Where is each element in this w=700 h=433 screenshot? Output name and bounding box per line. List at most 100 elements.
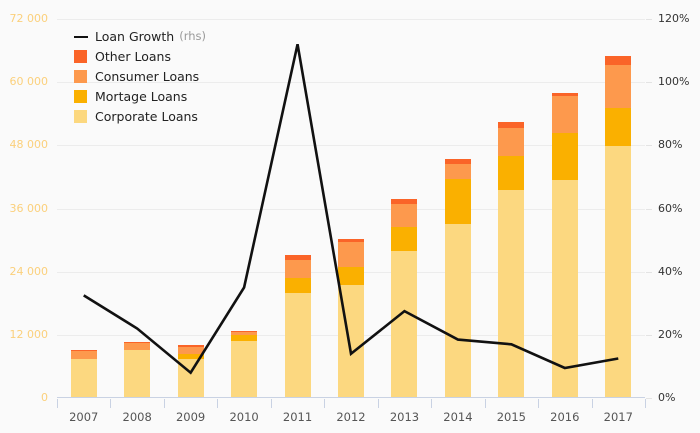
bar-segment-consumer[interactable] [391,204,418,227]
bar-segment-other[interactable] [231,331,258,333]
bar-segment-mortage[interactable] [551,133,578,180]
right-axis-tick-label: 60% [658,201,683,215]
bar-segment-corporate[interactable] [284,293,311,397]
left-axis-tick-label: 36 000 [9,201,49,215]
bar-segment-corporate[interactable] [70,358,97,397]
bar-segment-consumer[interactable] [444,163,471,180]
bar-segment-other[interactable] [70,349,97,352]
left-axis-tick-label: 24 000 [9,264,49,278]
left-axis-tick-label: 0 [41,391,48,404]
legend-item-other-loans[interactable]: Other Loans [74,46,206,66]
bar-segment-mortage[interactable] [444,179,471,224]
x-axis-label-2007: 2007 [69,410,99,424]
legend-item-corporate-loans[interactable]: Corporate Loans [74,106,206,126]
bar-segment-other[interactable] [444,159,471,164]
bar-segment-corporate[interactable] [498,189,525,397]
bar-segment-consumer[interactable] [177,347,204,354]
bar-segment-corporate[interactable] [605,146,632,397]
bar-segment-consumer[interactable] [70,351,97,359]
right-axis-tick-mark [646,208,652,210]
x-axis-tick [645,399,646,408]
bar-segment-other[interactable] [391,199,418,205]
x-axis-tick [163,399,165,408]
bar-segment-mortage[interactable] [498,156,525,190]
x-axis-tick [591,399,593,408]
x-axis-tick [270,399,272,408]
legend-item-label: Loan Growth [95,28,175,44]
left-axis-tick-label: 60 000 [9,75,49,89]
legend-item-mortage-loans[interactable]: Mortage Loans [74,86,206,106]
bar-segment-consumer[interactable] [124,343,151,351]
bar-2010[interactable] [231,331,258,397]
legend-item-label: Other Loans [95,48,171,64]
bar-2009[interactable] [177,344,204,397]
bar-segment-mortage[interactable] [605,108,632,147]
bar-segment-mortage[interactable] [231,335,258,341]
right-axis-tick-label: 20% [658,327,683,341]
bar-segment-corporate[interactable] [338,285,364,397]
bar-segment-corporate[interactable] [177,359,204,397]
bar-segment-corporate[interactable] [391,250,418,397]
bar-segment-mortage[interactable] [284,277,311,294]
right-axis-tick-mark [646,398,652,399]
bar-segment-consumer[interactable] [498,128,525,157]
x-axis-label-2009: 2009 [175,410,206,424]
bar-2007[interactable] [70,349,97,397]
bar-2011[interactable] [284,254,311,397]
bar-2012[interactable] [338,238,364,397]
bar-segment-other[interactable] [605,55,632,65]
bar-segment-other[interactable] [177,344,204,347]
bar-segment-corporate[interactable] [231,340,258,397]
bar-segment-other[interactable] [551,92,578,97]
bar-2017[interactable] [605,55,632,397]
right-axis-tick-mark [646,145,652,147]
bar-2013[interactable] [391,199,418,397]
right-axis-tick-mark [646,82,652,84]
bar-2014[interactable] [444,159,471,397]
x-axis-label-2016: 2016 [550,410,580,424]
bar-segment-other[interactable] [338,238,364,242]
bar-segment-other[interactable] [284,254,311,261]
left-axis-tick-label: 72 000 [9,12,49,25]
right-axis-tick-label: 40% [658,264,683,278]
legend-item-consumer-loans[interactable]: Consumer Loans [74,66,206,86]
right-axis-tick-label: 100% [658,75,690,89]
bar-2016[interactable] [551,92,578,397]
left-axis-tick-label: 48 000 [9,138,49,152]
x-axis-label-2015: 2015 [496,410,526,424]
bar-segment-corporate[interactable] [124,350,151,397]
legend-swatch-icon [74,109,87,123]
legend-item-loan-growth[interactable]: Loan Growth (rhs) [74,26,206,46]
legend-item-label: Mortage Loans [95,88,188,104]
legend-swatch-icon [74,49,87,63]
bar-2015[interactable] [498,122,525,397]
x-axis-tick [324,399,326,408]
right-axis-tick-mark [646,334,652,336]
bar-segment-consumer[interactable] [551,96,578,134]
right-axis-tick-mark [646,271,652,273]
bar-segment-consumer[interactable] [605,64,632,109]
x-axis-label-2013: 2013 [389,410,420,424]
bar-segment-consumer[interactable] [231,332,258,336]
bar-segment-consumer[interactable] [284,260,311,278]
gridline [57,19,645,20]
chart-legend: Loan Growth (rhs) Other Loans Consumer Loan… [68,20,218,134]
bar-segment-corporate[interactable] [444,223,471,397]
x-axis-tick [431,399,433,408]
bar-segment-mortage[interactable] [338,266,364,286]
right-axis-tick-mark [646,19,652,20]
bar-segment-other[interactable] [498,122,525,129]
x-axis-tick [57,399,58,408]
bar-segment-consumer[interactable] [338,241,364,267]
legend-item-sublabel: (rhs) [179,29,206,43]
legend-item-label: Consumer Loans [95,68,200,84]
bar-segment-mortage[interactable] [177,353,204,360]
bar-segment-other[interactable] [124,342,151,344]
bar-segment-corporate[interactable] [551,179,578,397]
right-axis-tick-label: 120% [658,12,690,25]
bar-segment-mortage[interactable] [391,226,418,251]
legend-line-marker-icon [74,30,88,43]
bar-2008[interactable] [124,342,151,397]
legend-swatch-icon [74,89,87,103]
